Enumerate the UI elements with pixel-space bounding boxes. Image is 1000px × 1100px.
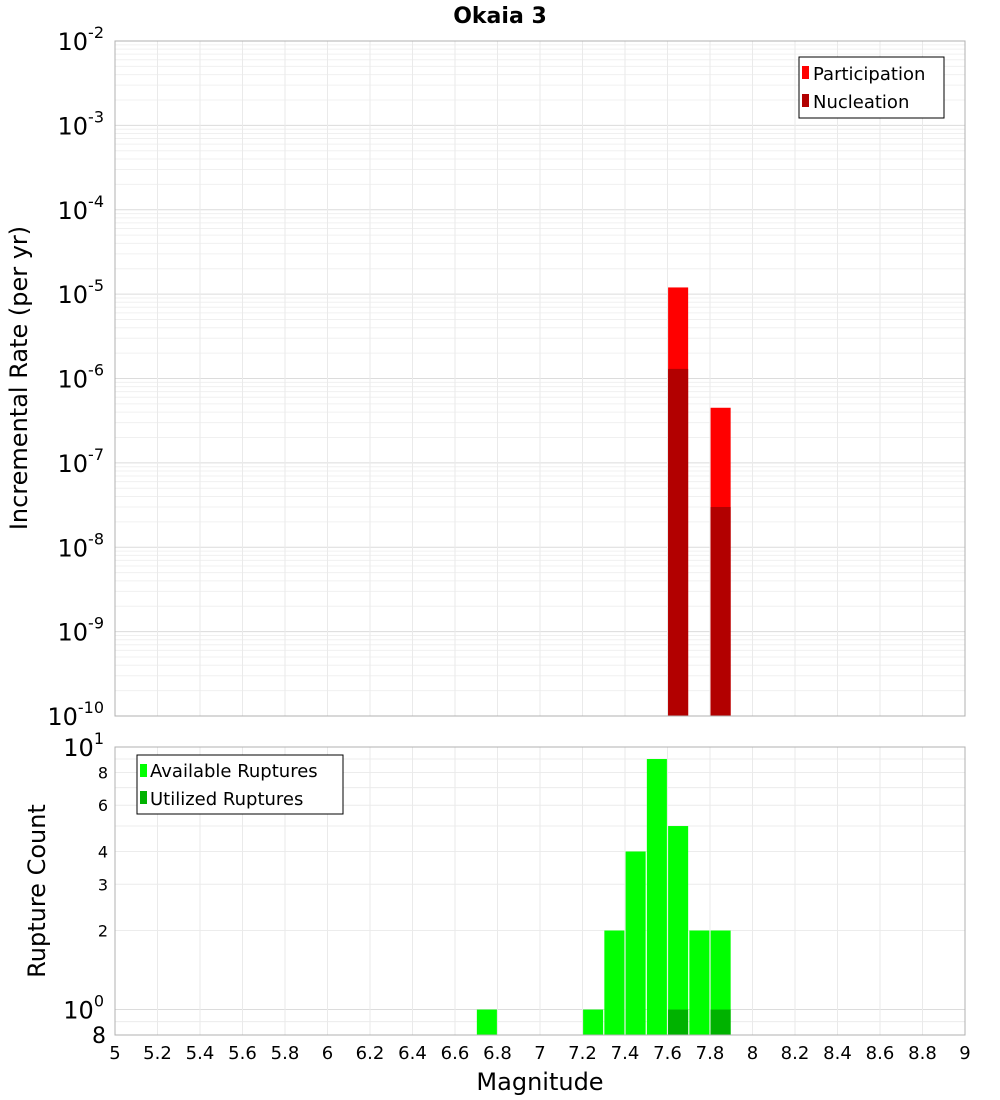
rate-y-axis-label: Incremental Rate (per yr)	[5, 226, 33, 530]
available-bar	[710, 930, 731, 1035]
nucleation-legend-label: Nucleation	[813, 92, 909, 113]
count-plot-border	[114, 746, 966, 1036]
rate-y-tick-label: 10-2	[58, 23, 105, 56]
rate-y-tick-label: 10-10	[47, 698, 104, 731]
x-tick-label: 8.2	[781, 1043, 810, 1064]
count-bars	[476, 759, 731, 1035]
rate-legend: Participation Nucleation	[798, 56, 945, 119]
count-legend: Available Ruptures Utilized Ruptures	[136, 754, 344, 815]
rate-y-tick-label: 10-5	[58, 276, 105, 309]
available-bar	[604, 930, 625, 1035]
rate-y-ticks: 10-10 10-9 10-8 10-7 10-6 10-5 10-4 10-3 10-2	[47, 23, 104, 731]
nucleation-swatch	[802, 94, 809, 107]
x-tick-label: 8.4	[823, 1043, 852, 1064]
count-legend-box	[136, 754, 344, 815]
count-y-axis-label: Rupture Count	[23, 804, 51, 978]
x-tick-label: 7.8	[696, 1043, 725, 1064]
count-y-tick-label: 100	[63, 992, 104, 1025]
x-tick-label: 6.2	[356, 1043, 385, 1064]
count-y-tick-label: 8	[98, 763, 108, 782]
count-y-tick-label: 3	[98, 875, 108, 894]
x-tick-label: 8.6	[866, 1043, 895, 1064]
x-tick-label: 7.4	[611, 1043, 640, 1064]
rate-grid	[115, 41, 965, 716]
rate-bars	[668, 287, 731, 716]
available-bar	[625, 851, 646, 1035]
x-tick-label: 5.8	[271, 1043, 300, 1064]
rate-y-tick-label: 10-7	[58, 445, 105, 478]
count-y-tick-label: 2	[98, 922, 108, 941]
x-tick-label: 6.4	[398, 1043, 427, 1064]
rate-plot-border	[114, 40, 966, 717]
utilized-bar	[668, 1009, 689, 1035]
nucleation-bar	[668, 368, 689, 716]
participation-legend-label: Participation	[813, 64, 925, 85]
available-swatch	[140, 764, 147, 777]
rate-y-tick-label: 10-9	[58, 614, 105, 647]
x-tick-label: 7.2	[568, 1043, 597, 1064]
x-tick-label: 7	[534, 1043, 545, 1064]
count-x-ticks: 5 5.2 5.4 5.6 5.8 6 6.2 6.4 6.6 6.8 7 7.2 7.4 7.6 7.8 8…	[109, 1043, 970, 1064]
count-y-tick-label: 4	[98, 842, 108, 861]
count-y-tick-label: 101	[63, 729, 104, 762]
available-legend-label: Available Ruptures	[150, 761, 318, 782]
x-tick-label: 7.6	[653, 1043, 682, 1064]
available-bar	[689, 930, 710, 1035]
nucleation-bar	[710, 506, 731, 716]
utilized-legend-label: Utilized Ruptures	[150, 789, 303, 810]
rate-y-tick-label: 10-6	[58, 361, 105, 394]
x-tick-label: 5.4	[186, 1043, 215, 1064]
available-bar	[646, 759, 667, 1035]
x-tick-label: 5.2	[143, 1043, 172, 1064]
rate-y-tick-label: 10-8	[58, 529, 105, 562]
x-tick-label: 6	[322, 1043, 333, 1064]
x-axis-label: Magnitude	[476, 1068, 603, 1096]
x-tick-label: 5.6	[228, 1043, 257, 1064]
available-bar	[583, 1009, 604, 1035]
count-y-tick-label: 6	[98, 796, 108, 815]
participation-swatch	[802, 66, 809, 79]
rate-y-tick-label: 10-4	[58, 192, 105, 225]
x-tick-label: 5	[109, 1043, 120, 1064]
utilized-bar	[710, 1009, 731, 1035]
rate-panel: 10-10 10-9 10-8 10-7 10-6 10-5 10-4 10-3 10-2 In…	[5, 23, 966, 731]
x-tick-label: 6.8	[483, 1043, 512, 1064]
utilized-swatch	[140, 791, 147, 804]
count-y-tick-label: 8	[92, 1024, 106, 1049]
rate-legend-box	[798, 56, 945, 119]
x-tick-label: 8	[747, 1043, 758, 1064]
x-tick-label: 6.6	[441, 1043, 470, 1064]
x-tick-label: 9	[959, 1043, 970, 1064]
chart-title: Okaia 3	[453, 4, 547, 29]
rate-y-tick-label: 10-3	[58, 107, 105, 140]
x-tick-label: 8.8	[908, 1043, 937, 1064]
available-bar	[476, 1009, 497, 1035]
available-bar	[668, 826, 689, 1035]
